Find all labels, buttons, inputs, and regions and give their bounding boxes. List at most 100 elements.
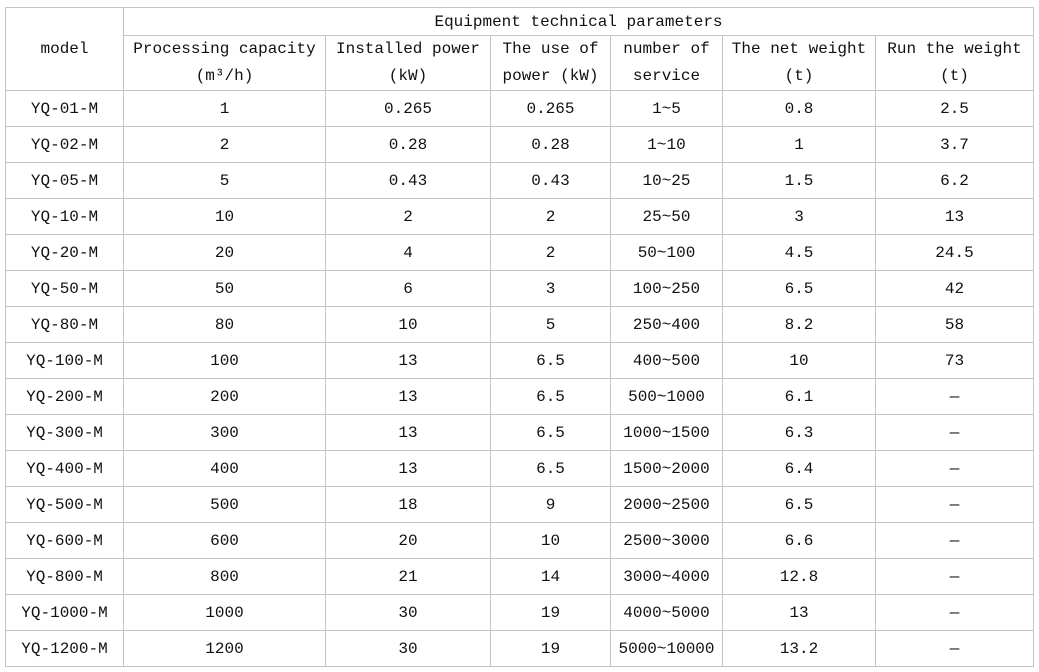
value-cell: 6.6 xyxy=(722,522,876,559)
model-cell: YQ-01-M xyxy=(5,90,124,127)
value-cell: 500 xyxy=(123,486,326,523)
value-cell: 10 xyxy=(325,306,491,343)
value-cell: 3 xyxy=(490,270,611,307)
model-cell: YQ-1200-M xyxy=(5,630,124,667)
value-cell: 21 xyxy=(325,558,491,595)
value-cell: 1000~1500 xyxy=(610,414,723,451)
model-cell: YQ-200-M xyxy=(5,378,124,415)
value-cell: 18 xyxy=(325,486,491,523)
value-cell: 100~250 xyxy=(610,270,723,307)
value-cell: 2500~3000 xyxy=(610,522,723,559)
value-cell: 10 xyxy=(722,342,876,379)
value-cell: 2.5 xyxy=(875,90,1034,127)
header-line: power (kW) xyxy=(502,67,599,85)
value-cell: — xyxy=(875,450,1034,487)
value-cell: 13 xyxy=(325,378,491,415)
value-cell: 400 xyxy=(123,450,326,487)
value-cell: 13 xyxy=(722,594,876,631)
value-cell: 400~500 xyxy=(610,342,723,379)
value-cell: 500~1000 xyxy=(610,378,723,415)
value-cell: 1200 xyxy=(123,630,326,667)
header-line: The net weight xyxy=(731,40,867,58)
value-cell: 13 xyxy=(875,198,1034,235)
group-header: Equipment technical parameters xyxy=(123,7,1034,36)
value-cell: 1000 xyxy=(123,594,326,631)
value-cell: 600 xyxy=(123,522,326,559)
value-cell: 2 xyxy=(490,234,611,271)
value-cell: 10 xyxy=(123,198,326,235)
table-row: YQ-100-M 100 13 6.5 400~500 10 73 xyxy=(5,342,1034,379)
header-line: Run the weight xyxy=(887,40,1022,58)
value-cell: 0.43 xyxy=(325,162,491,199)
header-line: (t) xyxy=(784,67,814,85)
table-row: YQ-600-M 600 20 10 2500~3000 6.6— xyxy=(5,522,1034,559)
header-line: Processing capacity xyxy=(133,40,316,58)
value-cell: 10 xyxy=(490,522,611,559)
model-cell: YQ-02-M xyxy=(5,126,124,163)
header-line: The use of xyxy=(502,40,599,58)
table-row: YQ-800-M 800 21 14 3000~4000 12.8— xyxy=(5,558,1034,595)
value-cell: 3.7 xyxy=(875,126,1034,163)
value-cell: 6 xyxy=(325,270,491,307)
value-cell: 19 xyxy=(490,594,611,631)
model-cell: YQ-10-M xyxy=(5,198,124,235)
value-cell: — xyxy=(875,558,1034,595)
value-cell: 1~5 xyxy=(610,90,723,127)
column-header: Run the weight (t) xyxy=(875,35,1034,91)
table-row: YQ-1200-M 1200 30 19 5000~10000 13.2— xyxy=(5,630,1034,667)
table-row: YQ-10-M 10 2 2 25~50 3 13 xyxy=(5,198,1034,235)
value-cell: 6.5 xyxy=(722,486,876,523)
column-header: Installed power (kW) xyxy=(325,35,491,91)
model-cell: YQ-800-M xyxy=(5,558,124,595)
value-cell: 50~100 xyxy=(610,234,723,271)
table-row: YQ-05-M 5 0.43 0.43 10~25 1.5 6.2 xyxy=(5,162,1034,199)
table-row: YQ-20-M 20 4 2 50~100 4.5 24.5 xyxy=(5,234,1034,271)
column-header: The use of power (kW) xyxy=(490,35,611,91)
model-cell: YQ-80-M xyxy=(5,306,124,343)
value-cell: 6.4 xyxy=(722,450,876,487)
value-cell: 2 xyxy=(325,198,491,235)
value-cell: 25~50 xyxy=(610,198,723,235)
value-cell: 3 xyxy=(722,198,876,235)
header-row: model Equipment technical parameters xyxy=(5,7,1034,91)
table-row: YQ-1000-M 1000 30 19 4000~5000 13— xyxy=(5,594,1034,631)
value-cell: 1 xyxy=(123,90,326,127)
value-cell: 50 xyxy=(123,270,326,307)
model-cell: YQ-500-M xyxy=(5,486,124,523)
model-cell: YQ-50-M xyxy=(5,270,124,307)
value-cell: 8.2 xyxy=(722,306,876,343)
value-cell: 80 xyxy=(123,306,326,343)
value-cell: 0.28 xyxy=(325,126,491,163)
header-line: (t) xyxy=(940,67,969,85)
column-header: The net weight (t) xyxy=(722,35,876,91)
model-cell: YQ-05-M xyxy=(5,162,124,199)
value-cell: 100 xyxy=(123,342,326,379)
value-cell: 4.5 xyxy=(722,234,876,271)
value-cell: 4000~5000 xyxy=(610,594,723,631)
value-cell: 73 xyxy=(875,342,1034,379)
value-cell: 9 xyxy=(490,486,611,523)
value-cell: 250~400 xyxy=(610,306,723,343)
value-cell: — xyxy=(875,414,1034,451)
value-cell: 6.5 xyxy=(722,270,876,307)
table-row: YQ-80-M 80 10 5 250~400 8.2 58 xyxy=(5,306,1034,343)
value-cell: 4 xyxy=(325,234,491,271)
value-cell: 0.28 xyxy=(490,126,611,163)
value-cell: 19 xyxy=(490,630,611,667)
value-cell: 800 xyxy=(123,558,326,595)
value-cell: — xyxy=(875,594,1034,631)
table-row: YQ-400-M 400 13 6.5 1500~2000 6.4— xyxy=(5,450,1034,487)
value-cell: 2000~2500 xyxy=(610,486,723,523)
table-row: YQ-01-M 1 0.265 0.265 1~5 0.8 2.5 xyxy=(5,90,1034,127)
table-row: YQ-50-M 50 6 3 100~250 6.5 42 xyxy=(5,270,1034,307)
value-cell: 0.265 xyxy=(325,90,491,127)
header-line: (m³/h) xyxy=(195,67,254,85)
value-cell: 12.8 xyxy=(722,558,876,595)
value-cell: 13 xyxy=(325,342,491,379)
value-cell: 0.8 xyxy=(722,90,876,127)
header-line: service xyxy=(632,67,701,85)
model-cell: YQ-20-M xyxy=(5,234,124,271)
header-row: Processing capacity (m³/h) Installed power… xyxy=(6,35,1034,91)
model-header: model xyxy=(5,7,124,91)
